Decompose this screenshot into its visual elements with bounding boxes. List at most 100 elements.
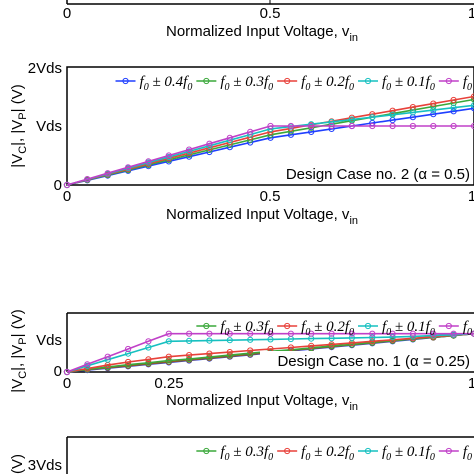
panel-b-point-4-8 — [226, 134, 233, 141]
panel-b-point-4-7 — [206, 140, 213, 147]
panel-c-point-3-5 — [165, 353, 172, 360]
panel-a: 0 0.5 1 Normalized Input Voltage, vin — [63, 0, 474, 44]
panel-c: Vds 0 0 0.25 1 Normalized Input Voltage,… — [9, 309, 474, 413]
panel-c-legend-marker-0 — [203, 322, 210, 330]
panel-c-point-3-3 — [125, 358, 132, 366]
panel-b-ylabel: |VC|, |VP| (V) — [9, 84, 29, 167]
panel-b-point-4-9 — [247, 128, 254, 135]
panel-d-legend-marker-0 — [203, 447, 210, 455]
panel-d-legend-label-1: f0 ± 0.2f0 — [301, 444, 354, 463]
panel-b-legend-marker-4 — [445, 77, 452, 85]
panel-b-point-4-5 — [165, 152, 172, 159]
panel-c-ytick-label-0: 0 — [54, 363, 62, 380]
panel-b-point-3-18 — [430, 107, 437, 114]
panel-b-point-3-17 — [409, 109, 416, 116]
panel-d-ytick-label-0: 3Vds — [28, 457, 62, 474]
panel-b-legend-marker-3 — [364, 77, 372, 85]
panel-c-point-5-3 — [125, 345, 132, 353]
panel-b-point-0-19 — [450, 108, 457, 115]
panel-c-point-2-5 — [165, 357, 172, 364]
panel-b-point-4-10 — [267, 122, 274, 130]
panel-c-xtick-label-1: 0.25 — [154, 375, 183, 392]
panel-b-series-line-4 — [66, 125, 474, 186]
panel-b-annotation-bg — [268, 164, 472, 184]
panel-b-xtick-label-0: 0 — [63, 188, 71, 205]
panel-c-point-4-15 — [369, 334, 376, 341]
panel-b-legend-label-0: f0 ± 0.4f0 — [140, 74, 193, 93]
panel-c-legend-label-3: f0 — [463, 319, 472, 338]
panel-c-point-5-11 — [287, 330, 294, 337]
panel-b-point-0-11 — [287, 131, 294, 138]
panel-c-point-4-14 — [348, 334, 355, 341]
panel-b-ytick-label-1: Vds — [36, 118, 62, 135]
panel-b-point-3-14 — [348, 116, 355, 123]
panel-b-point-4-12 — [308, 122, 315, 130]
panel-b-legend-label-2: f0 ± 0.2f0 — [301, 74, 354, 93]
panel-b-point-0-12 — [308, 128, 315, 135]
panel-c-xtick-label-2: 1 — [468, 375, 474, 392]
panel-c-series — [63, 330, 474, 376]
panel-b-point-4-17 — [409, 122, 416, 130]
panel-c-point-5-0 — [63, 368, 71, 376]
panel-b-legend: f0 f0 ± 0.1f0 f0 ± 0.2f0 f0 ± 0.3f0 f0 ± 0.4… — [115, 74, 472, 93]
panel-b-xlabel-sub: in — [349, 215, 358, 227]
panel-c-point-2-7 — [206, 354, 213, 361]
panel-c-point-3-4 — [145, 356, 152, 363]
panel-c-xlabel-main: Normalized Input Voltage, v — [166, 392, 350, 409]
panel-b-legend-marker-0 — [122, 77, 129, 85]
panel-b-point-4-3 — [125, 164, 132, 171]
panel-c-point-3-9 — [247, 347, 254, 354]
panel-d-legend-label-3: f0 — [463, 444, 472, 463]
panel-b-xlabel: Normalized Input Voltage, vin — [166, 206, 358, 227]
panel-c-point-4-7 — [206, 337, 213, 344]
panel-b-point-4-6 — [186, 146, 193, 153]
panel-c-point-4-8 — [226, 337, 233, 344]
panel-c-point-4-4 — [145, 344, 152, 351]
panel-b-point-4-11 — [287, 122, 294, 130]
panel-c-point-4-9 — [247, 336, 254, 343]
panel-c-legend-label-2: f0 ± 0.1f0 — [382, 319, 435, 338]
panel-c-xlabel-sub: in — [349, 401, 358, 413]
panel-b-point-4-4 — [145, 158, 152, 165]
panel-c-annotation: Design Case no. 1 (α = 0.25) — [277, 353, 470, 370]
panel-c-point-5-19 — [450, 330, 457, 337]
panel-c-point-2-6 — [186, 355, 193, 363]
panel-c-point-5-16 — [389, 330, 396, 337]
panel-b-ytick-label-0: 0 — [54, 177, 62, 194]
panel-b-point-0-18 — [430, 111, 437, 118]
panel-a-xlabel-sub: in — [349, 32, 358, 44]
panel-d: 3Vds (V) f0 f0 ± 0.1f0 f0 ± 0.2f0 f0 ± 0.3f… — [9, 436, 474, 474]
panel-c-ytick-label-1: Vds — [36, 332, 62, 349]
panel-b-point-4-15 — [369, 122, 376, 130]
panel-b-point-3-19 — [450, 104, 457, 111]
panel-c-legend-marker-2 — [364, 322, 372, 330]
panel-b-point-4-0 — [63, 181, 71, 189]
panel-b-point-4-13 — [328, 122, 335, 130]
panel-b-point-4-2 — [104, 170, 111, 177]
panel-c-series-line-5 — [66, 332, 474, 373]
panel-a-xlabel-main: Normalized Input Voltage, v — [166, 23, 350, 40]
panel-c-point-4-6 — [186, 337, 193, 344]
panel-b-legend-label-4: f0 — [463, 74, 472, 93]
panel-c-point-5-17 — [409, 330, 416, 337]
panel-c-series-line-3 — [66, 332, 474, 373]
panel-c-legend-marker-1 — [284, 322, 291, 330]
panel-b-plot-frame — [66, 66, 474, 186]
panel-b-point-4-19 — [450, 122, 457, 130]
panel-c-point-3-15 — [369, 338, 376, 345]
panel-b-point-2-18 — [430, 100, 437, 107]
panel-b-point-3-13 — [328, 118, 335, 126]
panel-b-ytick-label-2: 2Vds — [28, 60, 62, 77]
panel-b-point-2-16 — [389, 107, 396, 114]
panel-b-xtick-label-2: 1 — [468, 188, 474, 205]
panel-c-point-5-8 — [226, 330, 233, 337]
panel-c-point-4-13 — [328, 335, 335, 342]
panel-c-point-5-6 — [186, 330, 193, 337]
panel-b-xlabel-main: Normalized Input Voltage, v — [166, 206, 350, 223]
panel-c-point-5-4 — [145, 338, 152, 345]
panel-b-point-2-6 — [186, 150, 193, 157]
panel-c-point-3-8 — [226, 349, 233, 356]
panel-b-series — [63, 93, 474, 189]
panel-b-point-4-14 — [348, 122, 355, 130]
panel-b-legend-marker-2 — [284, 77, 291, 85]
